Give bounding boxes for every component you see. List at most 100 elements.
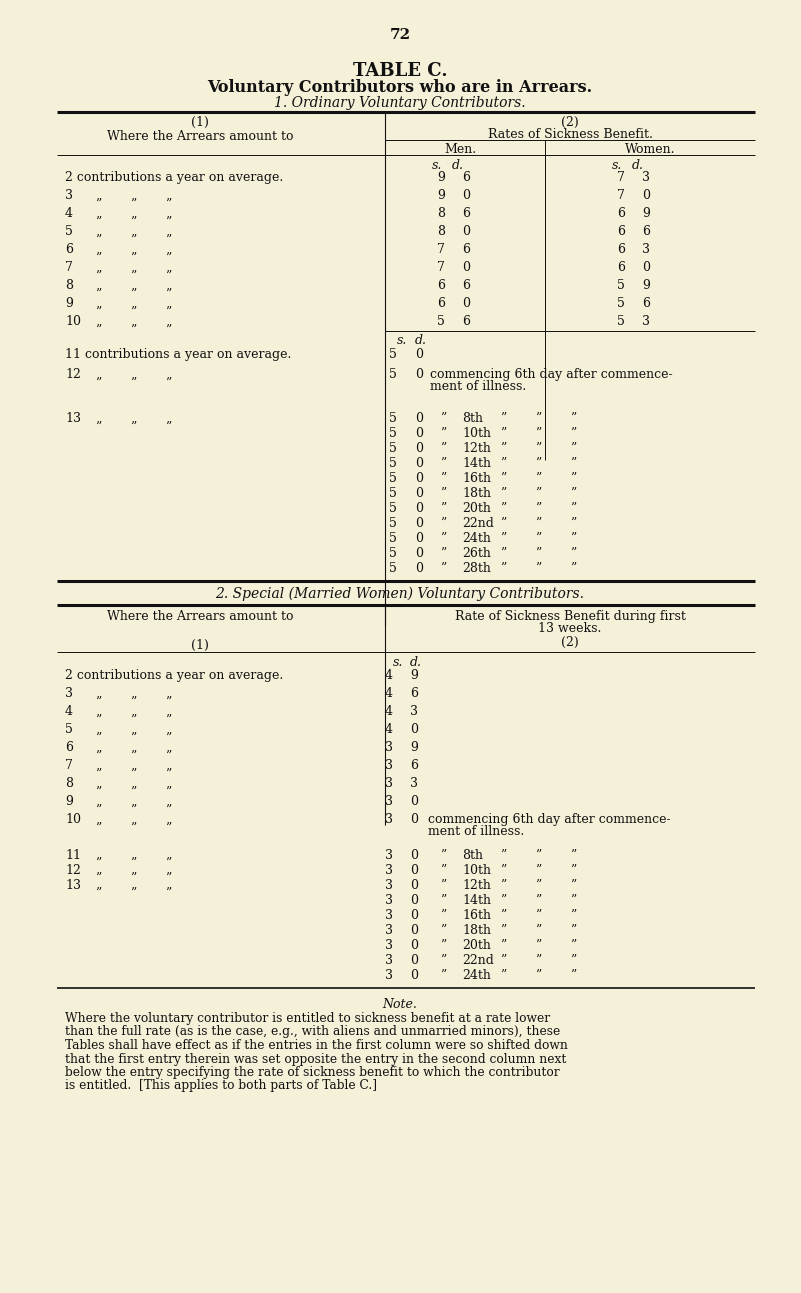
Text: ”: ”: [165, 422, 171, 434]
Text: ”: ”: [500, 472, 506, 485]
Text: ”: ”: [130, 216, 136, 229]
Text: ”: ”: [130, 871, 136, 884]
Text: Where the Arrears amount to: Where the Arrears amount to: [107, 131, 293, 144]
Text: ”: ”: [440, 864, 446, 877]
Text: 7: 7: [65, 759, 73, 772]
Text: ”: ”: [440, 547, 446, 560]
Text: 0: 0: [462, 225, 470, 238]
Text: 0: 0: [415, 442, 423, 455]
Text: 7: 7: [617, 171, 625, 184]
Text: 8th: 8th: [462, 850, 483, 862]
Text: ”: ”: [535, 487, 541, 500]
Text: ”: ”: [440, 924, 446, 937]
Text: 5: 5: [389, 487, 397, 500]
Text: 11 contributions a year on average.: 11 contributions a year on average.: [65, 348, 292, 361]
Text: 20th: 20th: [462, 502, 491, 515]
Text: (2): (2): [562, 116, 579, 129]
Text: ”: ”: [440, 562, 446, 575]
Text: ”: ”: [535, 456, 541, 469]
Text: Note.: Note.: [383, 998, 417, 1011]
Text: ”: ”: [570, 850, 576, 862]
Text: 3: 3: [65, 189, 73, 202]
Text: 13 weeks.: 13 weeks.: [538, 622, 602, 635]
Text: 0: 0: [410, 924, 418, 937]
Text: ”: ”: [95, 871, 101, 884]
Text: 0: 0: [642, 261, 650, 274]
Text: ”: ”: [570, 954, 576, 967]
Text: ”: ”: [95, 422, 101, 434]
Text: ”: ”: [535, 547, 541, 560]
Text: 0: 0: [410, 864, 418, 877]
Text: 1. Ordinary Voluntary Contributors.: 1. Ordinary Voluntary Contributors.: [274, 96, 525, 110]
Text: 3: 3: [410, 705, 418, 718]
Text: ”: ”: [165, 216, 171, 229]
Text: 0: 0: [415, 348, 423, 361]
Text: 5: 5: [389, 427, 397, 440]
Text: s.: s.: [432, 159, 442, 172]
Text: 3: 3: [642, 243, 650, 256]
Text: ”: ”: [535, 427, 541, 440]
Text: ”: ”: [440, 502, 446, 515]
Text: Women.: Women.: [625, 144, 675, 156]
Text: 0: 0: [415, 547, 423, 560]
Text: Men.: Men.: [444, 144, 476, 156]
Text: 0: 0: [462, 189, 470, 202]
Text: 9: 9: [642, 207, 650, 220]
Text: 0: 0: [415, 369, 423, 381]
Text: 3: 3: [642, 171, 650, 184]
Text: ”: ”: [570, 893, 576, 906]
Text: ”: ”: [535, 442, 541, 455]
Text: ”: ”: [130, 804, 136, 817]
Text: ”: ”: [500, 850, 506, 862]
Text: ”: ”: [130, 422, 136, 434]
Text: 28th: 28th: [462, 562, 491, 575]
Text: 6: 6: [462, 207, 470, 220]
Text: 6: 6: [617, 243, 625, 256]
Text: ”: ”: [130, 234, 136, 247]
Text: ”: ”: [165, 887, 171, 900]
Text: 72: 72: [389, 28, 411, 41]
Text: d.: d.: [452, 159, 464, 172]
Text: ”: ”: [95, 234, 101, 247]
Text: 3: 3: [385, 850, 393, 862]
Text: 3: 3: [385, 909, 393, 922]
Text: Rate of Sickness Benefit during first: Rate of Sickness Benefit during first: [454, 610, 686, 623]
Text: ”: ”: [535, 412, 541, 425]
Text: ”: ”: [535, 517, 541, 530]
Text: ”: ”: [165, 198, 171, 211]
Text: 3: 3: [385, 939, 393, 952]
Text: ”: ”: [440, 850, 446, 862]
Text: 0: 0: [410, 850, 418, 862]
Text: 6: 6: [462, 171, 470, 184]
Text: ”: ”: [165, 288, 171, 301]
Text: ”: ”: [570, 924, 576, 937]
Text: ”: ”: [130, 378, 136, 390]
Text: ”: ”: [535, 850, 541, 862]
Text: ”: ”: [500, 909, 506, 922]
Text: 12th: 12th: [462, 879, 491, 892]
Text: TABLE C.: TABLE C.: [352, 62, 447, 80]
Text: 11: 11: [65, 850, 81, 862]
Text: ”: ”: [440, 442, 446, 455]
Text: 7: 7: [437, 243, 445, 256]
Text: 6: 6: [410, 687, 418, 700]
Text: ”: ”: [535, 562, 541, 575]
Text: ”: ”: [165, 857, 171, 870]
Text: ”: ”: [535, 879, 541, 892]
Text: 2 contributions a year on average.: 2 contributions a year on average.: [65, 668, 284, 681]
Text: ”: ”: [570, 879, 576, 892]
Text: 18th: 18th: [462, 924, 491, 937]
Text: ”: ”: [500, 427, 506, 440]
Text: ”: ”: [95, 887, 101, 900]
Text: d.: d.: [632, 159, 644, 172]
Text: ”: ”: [440, 456, 446, 469]
Text: ”: ”: [500, 412, 506, 425]
Text: 6: 6: [642, 225, 650, 238]
Text: 0: 0: [462, 297, 470, 310]
Text: d.: d.: [415, 334, 427, 347]
Text: ”: ”: [95, 696, 101, 709]
Text: 5: 5: [65, 225, 73, 238]
Text: ”: ”: [165, 234, 171, 247]
Text: 10th: 10th: [462, 864, 491, 877]
Text: 0: 0: [415, 562, 423, 575]
